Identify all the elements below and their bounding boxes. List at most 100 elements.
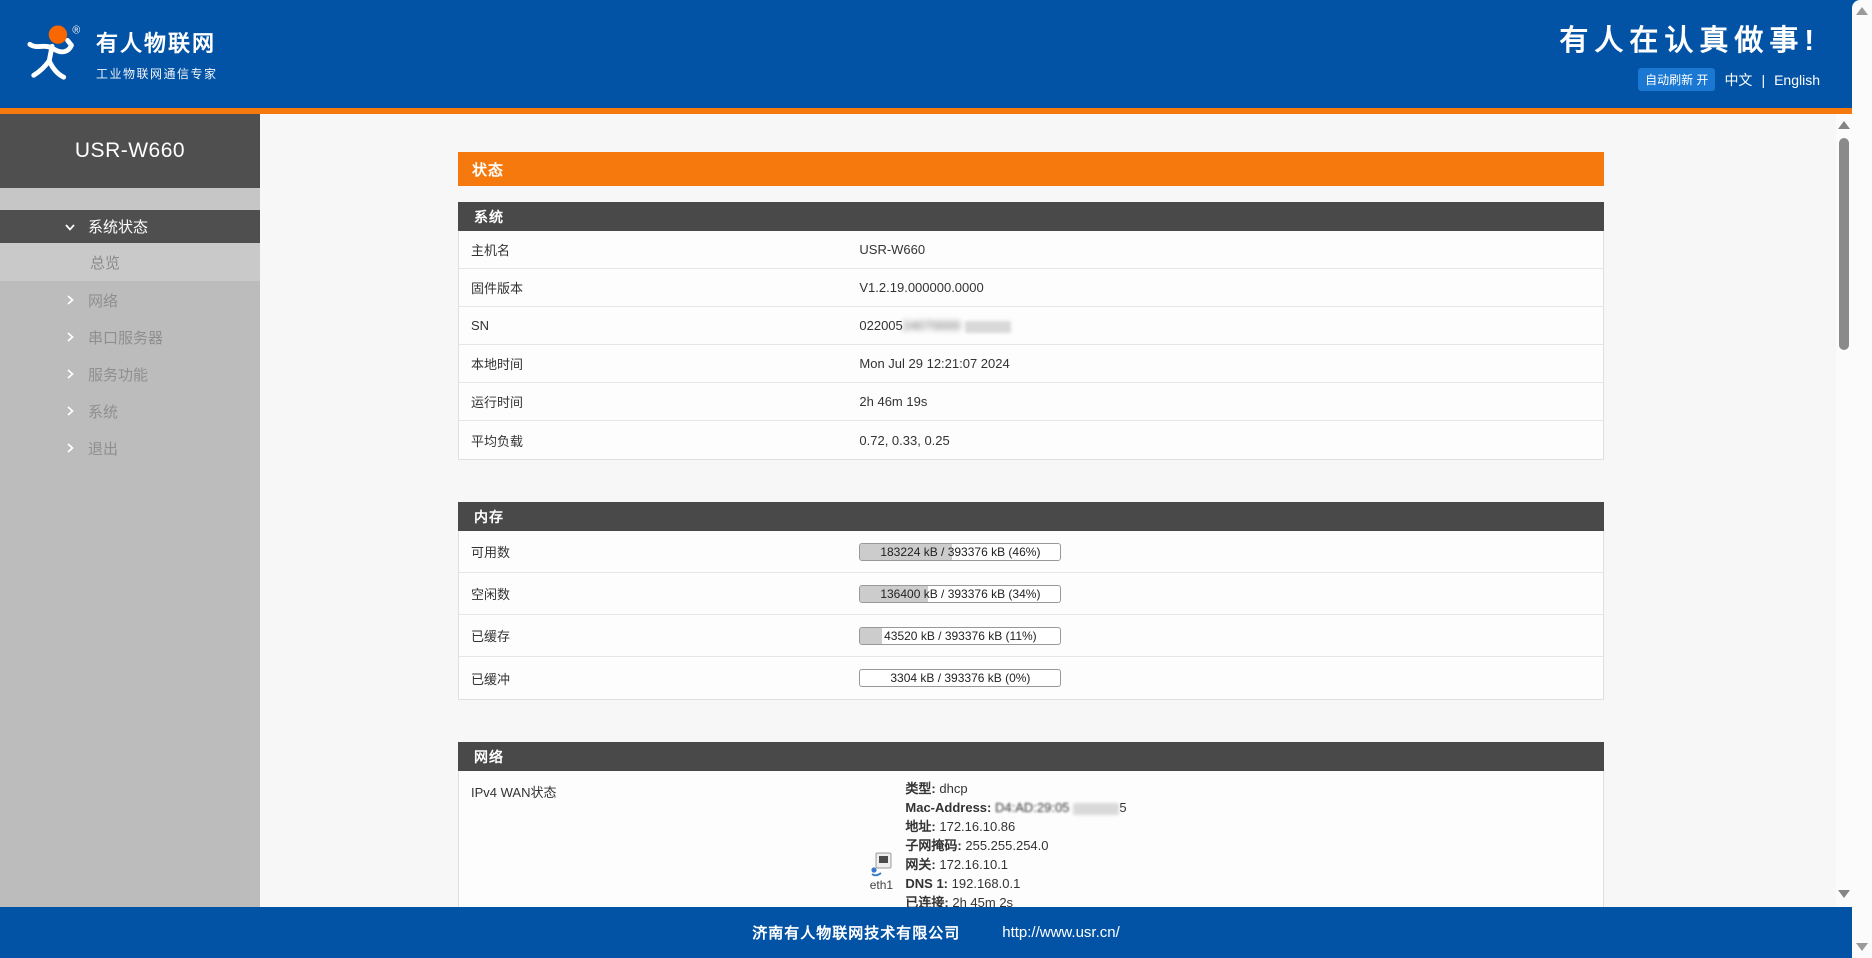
wan-detail-value: 2h 45m 2s [952,895,1014,907]
sidebar-item-system-status[interactable]: 系统状态 [0,210,260,243]
scroll-up-arrow[interactable] [1838,121,1850,129]
row-label: 主机名 [471,243,511,258]
system-panel-title: 系统 [458,202,1604,231]
progress-text: 43520 kB / 393376 kB (11%) [884,628,1037,643]
row-value: V1.2.19.000000.0000 [859,280,984,295]
lang-link-chinese[interactable]: 中文 [1724,71,1753,88]
table-row: SN 02200524070000 [459,307,1603,345]
serial-redaction [964,320,1011,333]
wan-mac-partial: D4:AD:29:05 [994,800,1070,815]
device-title: USR-W660 [0,114,260,188]
progress-fill [860,543,953,560]
sidebar-item-label: 系统 [88,403,119,421]
row-label: 已缓冲 [471,671,511,687]
row-label: IPv4 WAN状态 [471,785,557,800]
table-row: 主机名 USR-W660 [459,231,1603,269]
row-label: 固件版本 [471,281,524,296]
wan-detail-value: 172.16.10.86 [939,819,1016,834]
table-row: 空闲数 136400 kB / 393376 kB (34%) [459,573,1603,615]
serial-visible: 022005 [859,318,903,333]
chevron-right-icon [67,406,74,416]
table-row: 已缓冲 3304 kB / 393376 kB (0%) [459,657,1603,699]
header-slogan: 有人在认真做事! [1559,25,1820,57]
wan-detail-label: 网关: [905,857,936,872]
chevron-right-icon [67,332,74,342]
memory-panel: 内存 可用数 183224 kB / 393376 kB (46%) 空闲数 [458,502,1604,700]
footer-company-name: 济南有人物联网技术有限公司 [752,925,961,942]
row-label: 平均负载 [471,433,524,449]
lang-link-english[interactable]: English [1774,71,1820,88]
sidebar-nav: USR-W660 系统状态 总览 网络 串口服务器 服务功能 [0,114,260,907]
network-panel: 网络 IPv4 WAN状态 eth1 [458,742,1604,907]
sidebar-item-label: 系统状态 [88,219,149,236]
sidebar-item-overview[interactable]: 总览 [0,243,260,281]
chevron-down-icon [65,223,75,231]
wan-detail-label: DNS 1: [905,876,949,891]
interface-name: eth1 [869,878,894,892]
sidebar-item-label: 退出 [88,440,119,458]
sidebar-item-label: 网络 [88,292,119,310]
page-scrollbar [1836,114,1852,907]
sidebar-item-label: 总览 [90,254,121,272]
row-label: 可用数 [471,545,511,560]
wan-detail-value: 172.16.10.1 [939,857,1009,872]
svg-text:®: ® [72,25,80,37]
row-value-serial: 02200524070000 [859,318,1603,333]
row-label: SN [471,318,490,333]
wan-mac-redaction [1073,802,1120,815]
progress-text: 3304 kB / 393376 kB (0%) [890,671,1031,685]
sidebar-item-serial-server[interactable]: 串口服务器 [0,319,260,355]
chevron-right-icon [67,443,74,453]
progress-fill [860,627,883,644]
sidebar-item-system[interactable]: 系统 [0,393,260,429]
wan-mac-suffix: 5 [1119,800,1127,815]
wan-detail-label: 已连接: [905,895,949,907]
table-row: 已缓存 43520 kB / 393376 kB (11%) [459,615,1603,657]
sidebar-item-label: 串口服务器 [88,329,164,347]
table-row: 固件版本 V1.2.19.000000.0000 [459,269,1603,307]
row-label: 空闲数 [471,587,511,602]
memory-progress-bar: 136400 kB / 393376 kB (34%) [859,584,1062,603]
browser-scroll-down-arrow[interactable] [1856,943,1868,951]
scroll-down-arrow[interactable] [1838,890,1850,898]
sidebar-item-network[interactable]: 网络 [0,282,260,318]
table-row: 可用数 183224 kB / 393376 kB (46%) [459,531,1603,573]
auto-refresh-toggle[interactable]: 自动刷新 开 [1638,68,1716,91]
progress-text: 183224 kB / 393376 kB (46%) [880,544,1041,559]
brand-tagline: 工业物联网通信专家 [96,67,218,81]
wan-detail-value: 255.255.254.0 [965,838,1049,853]
browser-scroll-up-arrow[interactable] [1856,7,1868,15]
lang-divider: | [1761,71,1766,88]
memory-progress-bar: 3304 kB / 393376 kB (0%) [859,669,1062,687]
scrollbar-thumb[interactable] [1839,138,1849,350]
wan-detail-label: 地址: [905,819,936,834]
ethernet-interface-icon [871,852,892,877]
wan-detail-value: dhcp [939,781,968,796]
sidebar-item-logout[interactable]: 退出 [0,430,260,466]
sidebar-item-services[interactable]: 服务功能 [0,356,260,392]
interface-block: eth1 [859,851,903,892]
row-label: 已缓存 [471,629,511,644]
memory-progress-bar: 183224 kB / 393376 kB (46%) [859,542,1062,561]
wan-details: 类型: dhcp Mac-Address: D4:AD:29:05 5 地址: 1… [905,779,1126,907]
usr-logo-icon: ® [27,25,80,80]
brand-name: 有人物联网 [96,31,217,56]
footer: 济南有人物联网技术有限公司 http://www.usr.cn/ [0,907,1872,958]
page-title: 状态 [458,152,1604,186]
memory-panel-title: 内存 [458,502,1604,531]
memory-progress-bar: 43520 kB / 393376 kB (11%) [859,626,1062,645]
row-value: USR-W660 [859,242,926,257]
wan-detail-label: 子网掩码: [905,838,962,853]
row-value: 2h 46m 19s [859,394,928,409]
footer-website-link[interactable]: http://www.usr.cn/ [1002,924,1120,941]
accent-divider [0,108,1872,114]
wan-detail-label: Mac-Address: [905,800,992,815]
row-value: Mon Jul 29 12:21:07 2024 [859,356,1010,371]
chevron-right-icon [67,295,74,305]
system-panel: 系统 主机名 USR-W660 固件版本 V1.2.19.000000.0000… [458,202,1604,460]
browser-scrollbar [1852,0,1872,958]
table-row: 本地时间 Mon Jul 29 12:21:07 2024 [459,345,1603,383]
top-header: ® 有人物联网 工业物联网通信专家 有人在认真做事! 自动刷新 开 中文 | E… [0,0,1872,108]
wan-detail-label: 类型: [905,781,936,796]
wan-detail-value: 192.168.0.1 [951,876,1021,891]
